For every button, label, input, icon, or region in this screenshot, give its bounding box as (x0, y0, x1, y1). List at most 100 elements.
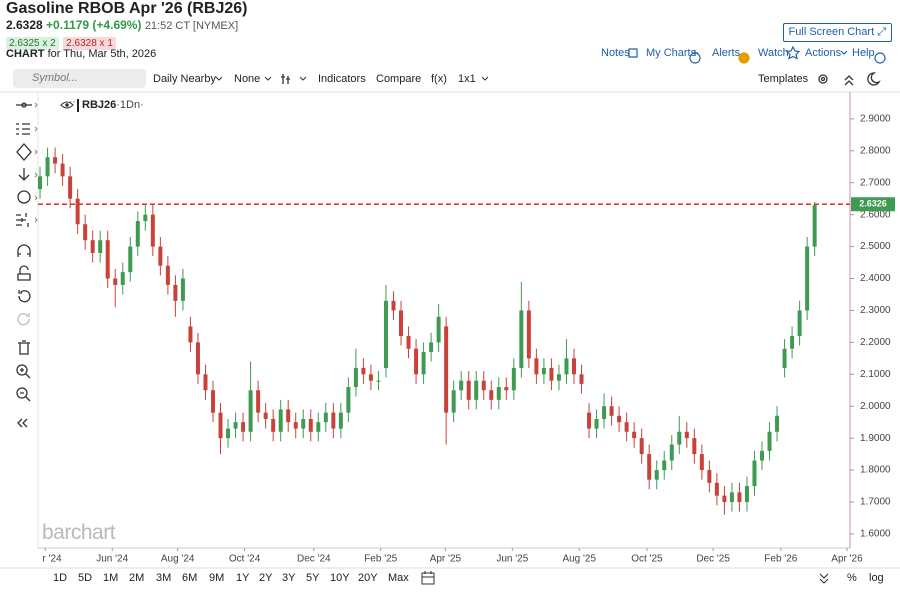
candle-body (98, 240, 103, 253)
y-tick-label: 2.4000 (860, 273, 891, 284)
range-button[interactable]: 20Y (358, 572, 378, 584)
nav-link[interactable]: Watch (758, 47, 789, 59)
range-button[interactable]: 1Y (236, 572, 250, 584)
nav-link[interactable]: Alerts (712, 47, 741, 59)
candle-body (669, 444, 674, 461)
tool-expanders[interactable] (34, 102, 38, 223)
full-screen-button[interactable]: Full Screen Chart ⤢ (782, 23, 892, 42)
range-button[interactable]: 10Y (330, 572, 350, 584)
tool-zoom-out[interactable] (16, 387, 28, 399)
tool-shape[interactable] (16, 143, 32, 161)
candle-body (286, 409, 291, 423)
x-tick-label: Feb '25 (364, 554, 397, 565)
candle-body (451, 390, 456, 413)
range-button[interactable]: 9M (209, 572, 225, 584)
candle-body (331, 412, 336, 429)
candle-body (602, 406, 607, 420)
nav-link[interactable]: Help (852, 47, 875, 59)
range-button[interactable]: 5D (78, 572, 93, 584)
candle-body (654, 470, 659, 480)
range-button[interactable]: 1M (103, 572, 119, 584)
price-change: +0.1179 (+4.69%) (46, 18, 142, 32)
expand-icon[interactable] (819, 573, 829, 584)
legend-symbol: RBJ26 (82, 99, 117, 111)
tool-lock[interactable] (17, 265, 31, 281)
range-button[interactable]: 2Y (259, 572, 273, 584)
legend-interval: ·1Dn· (116, 99, 144, 111)
full-screen-label[interactable]: Full Screen Chart (788, 26, 875, 38)
nav-icon[interactable] (738, 52, 750, 64)
range-button[interactable]: 3Y (282, 572, 296, 584)
candle-body (812, 205, 817, 247)
tool-pattern[interactable] (16, 213, 29, 227)
range-button[interactable]: 1D (53, 572, 68, 584)
price-label-box (851, 197, 895, 212)
range-button[interactable]: 2M (129, 572, 145, 584)
symbol-placeholder[interactable]: Symbol... (32, 72, 78, 84)
candle-body (797, 310, 802, 336)
candle-body (68, 176, 73, 199)
nav-link[interactable]: Actions (805, 47, 842, 59)
nav-icon[interactable] (689, 50, 701, 64)
candle-body (165, 265, 170, 285)
tool-magnet[interactable] (17, 244, 31, 257)
log-toggle[interactable]: log (869, 572, 884, 584)
candle-body (594, 419, 599, 429)
range-button[interactable]: 5Y (306, 572, 320, 584)
legend-color-swatch (77, 99, 79, 112)
symbol-search-box[interactable] (13, 69, 146, 88)
tool-delete[interactable] (18, 340, 30, 355)
candle-body (722, 495, 727, 503)
candle-body (775, 415, 780, 432)
toolbar-item[interactable]: None (234, 73, 261, 85)
candle-body (391, 300, 396, 311)
toolbar-item[interactable]: Compare (376, 73, 422, 85)
candle-body (639, 438, 644, 455)
toolbar-item[interactable]: Indicators (318, 73, 366, 85)
calendar-icon[interactable] (421, 571, 435, 585)
toolbar-item[interactable]: f(x) (431, 73, 447, 85)
tool-count[interactable] (17, 190, 31, 204)
nav-link[interactable]: Notes (601, 47, 630, 59)
tool-redo[interactable] (17, 313, 30, 326)
tool-arrow[interactable] (18, 168, 30, 181)
tool-fib[interactable] (16, 123, 30, 135)
candle-body (729, 492, 734, 503)
candle-body (301, 419, 306, 429)
tool-zoom-in-mark[interactable] (20, 368, 31, 379)
x-tick-label: r '24 (42, 554, 62, 565)
candle-body (38, 176, 43, 190)
range-button[interactable]: 6M (182, 572, 198, 584)
nav-icon[interactable] (785, 45, 801, 60)
templates-button[interactable]: Templates (758, 73, 809, 85)
nav-icon[interactable] (874, 52, 886, 64)
nav-icon[interactable] (628, 48, 638, 58)
dropdown-caret[interactable] (299, 76, 307, 81)
chart-style-icon[interactable] (281, 74, 290, 84)
dark-mode-icon[interactable] (867, 72, 881, 86)
range-button[interactable]: 3M (156, 572, 172, 584)
percent-toggle[interactable]: % (847, 572, 857, 584)
candle-body (632, 431, 637, 439)
drawing-tools[interactable] (16, 102, 38, 428)
candle-body (90, 240, 95, 253)
dropdown-caret[interactable] (481, 76, 489, 81)
dropdown-caret[interactable] (264, 76, 272, 81)
tool-line[interactable] (16, 102, 32, 108)
toolbar-item[interactable]: 1x1 (458, 73, 476, 85)
nav-link[interactable]: My Charts (646, 47, 697, 59)
tool-zoom-in[interactable] (16, 364, 28, 376)
candle-body (609, 406, 614, 416)
tool-collapse[interactable] (17, 418, 28, 428)
nav-icon[interactable] (840, 50, 848, 55)
collapse-icon[interactable] (844, 75, 854, 86)
range-button[interactable]: Max (388, 572, 409, 584)
tool-zoom-out-mark[interactable] (20, 392, 31, 402)
settings-icon[interactable] (818, 74, 828, 84)
dropdown-caret[interactable] (215, 76, 223, 81)
tool-undo[interactable] (18, 290, 31, 303)
legend-menu-dots[interactable]: ··· (69, 97, 79, 108)
visibility-icon[interactable] (60, 101, 74, 109)
toolbar-item[interactable]: Daily Nearby (153, 73, 216, 85)
